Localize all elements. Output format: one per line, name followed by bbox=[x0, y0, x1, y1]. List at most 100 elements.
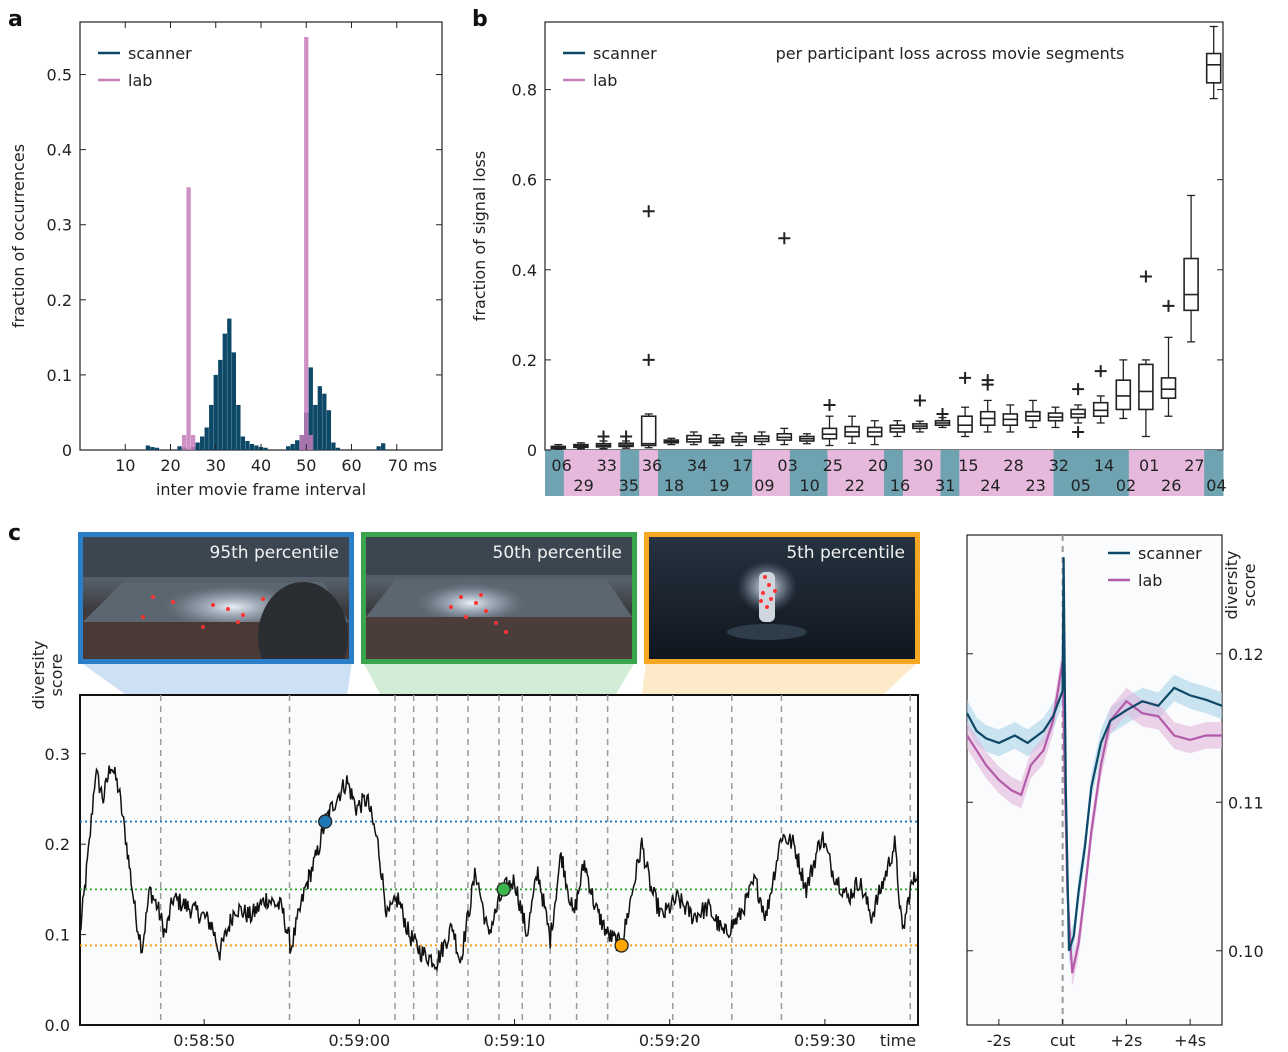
series-line-scanner bbox=[966, 557, 1223, 952]
thumbnail-caption-5th: 5th percentile bbox=[786, 543, 905, 563]
participant-label: 28 bbox=[1003, 456, 1023, 475]
outlier bbox=[823, 398, 836, 411]
x-tick-label: 70 ms bbox=[388, 456, 437, 475]
participant-label: 03 bbox=[777, 456, 797, 475]
box bbox=[640, 415, 657, 447]
participant-label: 19 bbox=[709, 476, 729, 495]
bar-lab bbox=[181, 434, 187, 450]
outlier bbox=[936, 407, 949, 420]
bar-scanner bbox=[317, 386, 322, 450]
segment-band-scanner bbox=[1204, 450, 1224, 496]
y-tick-label: 0.2 bbox=[512, 351, 537, 370]
segment-band-lab bbox=[582, 450, 602, 496]
y-tick-label: 0.10 bbox=[1228, 942, 1264, 961]
y-tick-label: 0 bbox=[62, 441, 72, 460]
panel-label-b: b bbox=[472, 7, 488, 32]
segment-band-lab bbox=[1034, 450, 1054, 496]
y-tick-label: 0.3 bbox=[45, 745, 70, 764]
segment-band-lab bbox=[639, 450, 659, 496]
participant-label: 09 bbox=[754, 476, 774, 495]
bar-scanner bbox=[254, 445, 259, 450]
bar-scanner bbox=[335, 447, 341, 450]
segment-band-scanner bbox=[1053, 450, 1073, 496]
participant-label: 20 bbox=[868, 456, 888, 475]
bar-scanner bbox=[154, 447, 160, 450]
bar-scanner bbox=[322, 393, 327, 450]
y-tick-label: 0 bbox=[527, 441, 537, 460]
segment-band-lab bbox=[1147, 450, 1167, 496]
outlier bbox=[959, 371, 972, 384]
segment-band-scanner bbox=[789, 450, 810, 496]
x-tick-label: cut bbox=[1050, 1031, 1075, 1050]
x-tick-label: 60 bbox=[341, 456, 361, 475]
bar-scanner bbox=[145, 445, 151, 450]
percentile-marker bbox=[496, 882, 511, 897]
outlier bbox=[913, 394, 926, 407]
y-tick-label: 0.8 bbox=[512, 81, 537, 100]
x-tick-label: 20 bbox=[160, 456, 180, 475]
panel-c: c 0.0 0.1 0.2 0.3 0:58:50 0:59:00 0:59:10 0:59:… bbox=[8, 521, 919, 1050]
segment-band-lab bbox=[752, 450, 772, 496]
percentile-marker bbox=[318, 814, 333, 829]
participant-label: 33 bbox=[597, 456, 617, 475]
box bbox=[1160, 377, 1177, 399]
x-axis-label-a: inter movie frame interval bbox=[156, 480, 366, 499]
x-tick-label: 10 bbox=[115, 456, 135, 475]
series-line-lab bbox=[966, 661, 1222, 974]
participant-label: 31 bbox=[935, 476, 955, 495]
y-axis-label-b: fraction of signal loss bbox=[470, 151, 489, 321]
outlier bbox=[1139, 270, 1152, 283]
box bbox=[1115, 379, 1132, 411]
outlier bbox=[642, 353, 655, 366]
plot-area-b bbox=[544, 21, 1224, 451]
bar-scanner bbox=[245, 440, 250, 450]
y-tick-label: 0.3 bbox=[47, 216, 72, 235]
bar-lab bbox=[308, 434, 313, 450]
participant-label: 35 bbox=[619, 476, 639, 495]
x-tick-label: 40 bbox=[251, 456, 271, 475]
participant-label: 23 bbox=[1025, 476, 1045, 495]
y-axis-label-a: fraction of occurrences bbox=[9, 144, 28, 328]
participant-label: 05 bbox=[1071, 476, 1091, 495]
segment-band-lab bbox=[1128, 450, 1149, 496]
bar-scanner bbox=[177, 446, 182, 450]
participant-label: 14 bbox=[1094, 456, 1114, 475]
bar-scanner bbox=[263, 447, 268, 450]
legend-a: scanner lab bbox=[98, 44, 192, 90]
plot-area-a bbox=[79, 21, 443, 451]
outlier bbox=[1072, 425, 1085, 438]
segment-band-lab bbox=[846, 450, 866, 496]
thumbnail-5th: 5th percentile bbox=[644, 532, 920, 664]
segment-band-lab bbox=[865, 450, 885, 496]
x-tick-label: 0:59:00 bbox=[328, 1031, 390, 1050]
box bbox=[1205, 52, 1222, 84]
panel-a: a 0 0.1 0.2 0.3 0.4 0.5 10 20 30 40 50 60 70 ms inte… bbox=[8, 7, 443, 499]
participant-label: 18 bbox=[664, 476, 684, 495]
bar-scanner bbox=[240, 436, 246, 450]
panel-b: b 06 33 36 34 17 03 25 20 30 15 28 32 14 01 27 29 35 18 19… bbox=[470, 7, 1227, 496]
bar-lab bbox=[299, 434, 304, 450]
thumbnail-95th: 95th percentile bbox=[78, 532, 354, 664]
participant-label: 30 bbox=[913, 456, 933, 475]
bar-scanner bbox=[290, 443, 295, 450]
bar-lab bbox=[186, 187, 191, 450]
bar-scanner bbox=[231, 352, 236, 450]
participant-label: 15 bbox=[958, 456, 978, 475]
participant-label: 04 bbox=[1206, 476, 1226, 495]
segment-band-scanner bbox=[1091, 450, 1111, 496]
bar-lab bbox=[304, 37, 309, 450]
bar-scanner bbox=[326, 410, 332, 450]
segment-band-scanner bbox=[695, 450, 715, 496]
x-tick-label: 50 bbox=[296, 456, 316, 475]
participant-label: 32 bbox=[1049, 456, 1069, 475]
bar-scanner bbox=[150, 446, 155, 450]
percentile-marker bbox=[614, 938, 629, 953]
segment-band-lab bbox=[902, 450, 923, 496]
panel-label-c: c bbox=[8, 521, 21, 546]
segment-band-lab bbox=[771, 450, 791, 496]
participant-label: 36 bbox=[642, 456, 662, 475]
bar-scanner bbox=[236, 404, 241, 450]
thumbnail-caption-50th: 50th percentile bbox=[492, 543, 623, 563]
participant-label: 34 bbox=[687, 456, 707, 475]
